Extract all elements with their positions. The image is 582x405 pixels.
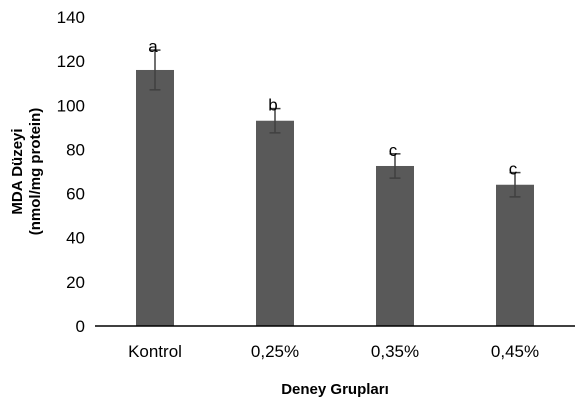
x-tick-label: 0,45% (491, 342, 539, 361)
x-tick-label: Kontrol (128, 342, 182, 361)
bar (496, 184, 534, 326)
significance-labels: a b c c (148, 37, 517, 178)
y-tick-label: 40 (66, 229, 85, 248)
x-tick-label: 0,25% (251, 342, 299, 361)
x-tick-label: 0,35% (371, 342, 419, 361)
y-tick-label: 140 (57, 8, 85, 27)
y-tick-labels: 0 20 40 60 80 100 120 140 (57, 8, 85, 336)
y-tick-label: 60 (66, 185, 85, 204)
y-tick-label: 120 (57, 52, 85, 71)
bars (136, 69, 534, 326)
y-tick-label: 0 (76, 317, 85, 336)
significance-label: a (148, 37, 158, 56)
y-tick-label: 80 (66, 140, 85, 159)
significance-label: b (268, 96, 277, 115)
x-axis-title: Deney Grupları (281, 381, 389, 398)
y-axis-title-line-1: MDA Düzeyi (9, 128, 26, 214)
bar (136, 69, 174, 326)
y-tick-label: 100 (57, 96, 85, 115)
significance-label: c (389, 141, 398, 160)
significance-label: c (509, 160, 518, 179)
bar (376, 165, 414, 326)
y-axis-title: MDA Düzeyi (nmol/mg protein) (9, 108, 44, 236)
y-axis-title-line-2: (nmol/mg protein) (27, 108, 44, 236)
y-tick-label: 20 (66, 273, 85, 292)
error-bars (149, 49, 521, 198)
bar (256, 120, 294, 326)
x-tick-labels: Kontrol 0,25% 0,35% 0,45% (128, 342, 539, 361)
